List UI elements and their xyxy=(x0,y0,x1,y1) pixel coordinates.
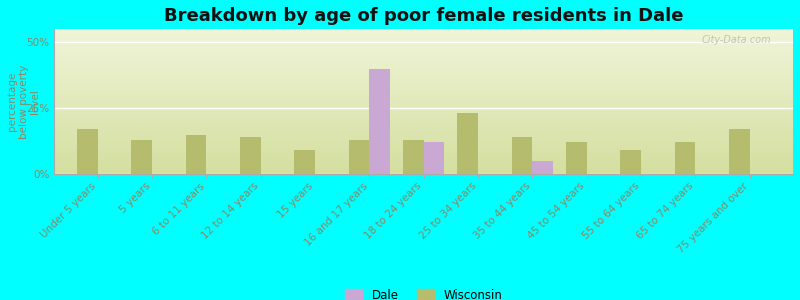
Legend: Dale, Wisconsin: Dale, Wisconsin xyxy=(340,284,507,300)
Bar xyxy=(349,140,370,174)
Bar xyxy=(403,140,424,174)
Bar xyxy=(77,129,98,174)
Bar xyxy=(370,69,390,174)
Bar xyxy=(512,137,532,174)
Bar xyxy=(566,142,586,174)
Bar xyxy=(186,134,206,174)
Bar xyxy=(294,150,315,174)
Bar xyxy=(131,140,152,174)
Bar xyxy=(674,142,695,174)
Text: City-Data.com: City-Data.com xyxy=(702,35,771,45)
Bar xyxy=(620,150,641,174)
Bar xyxy=(458,113,478,174)
Bar xyxy=(240,137,261,174)
Y-axis label: percentage
below poverty
level: percentage below poverty level xyxy=(7,64,40,139)
Bar xyxy=(532,161,553,174)
Bar xyxy=(729,129,750,174)
Title: Breakdown by age of poor female residents in Dale: Breakdown by age of poor female resident… xyxy=(164,7,683,25)
Bar xyxy=(424,142,444,174)
